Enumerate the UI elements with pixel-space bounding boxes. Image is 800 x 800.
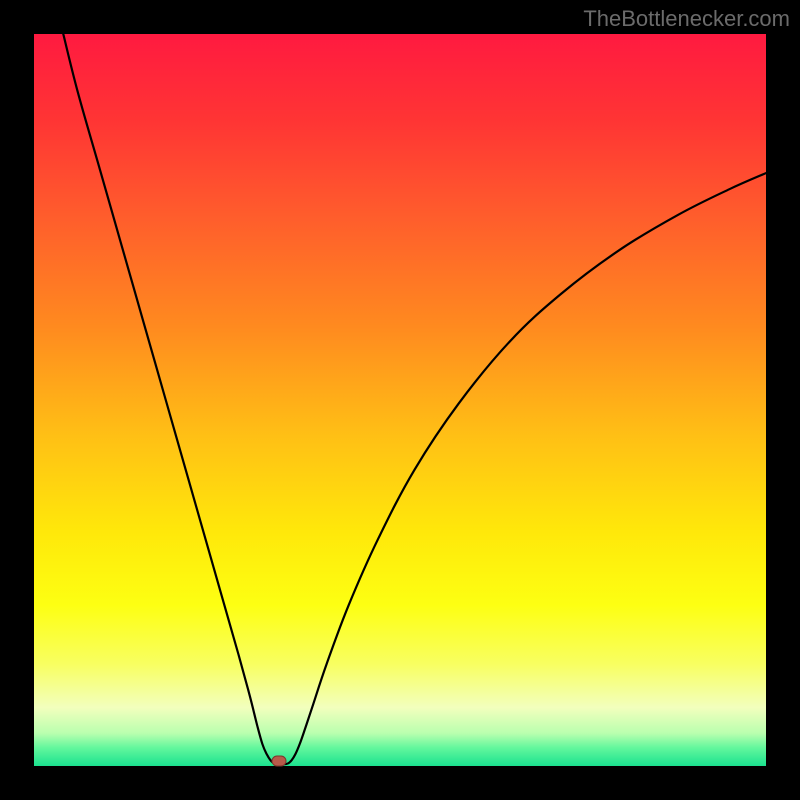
plot-area <box>34 34 766 766</box>
bottleneck-curve <box>34 34 766 766</box>
watermark-text: TheBottlenecker.com <box>583 6 790 32</box>
optimum-marker <box>271 755 287 767</box>
